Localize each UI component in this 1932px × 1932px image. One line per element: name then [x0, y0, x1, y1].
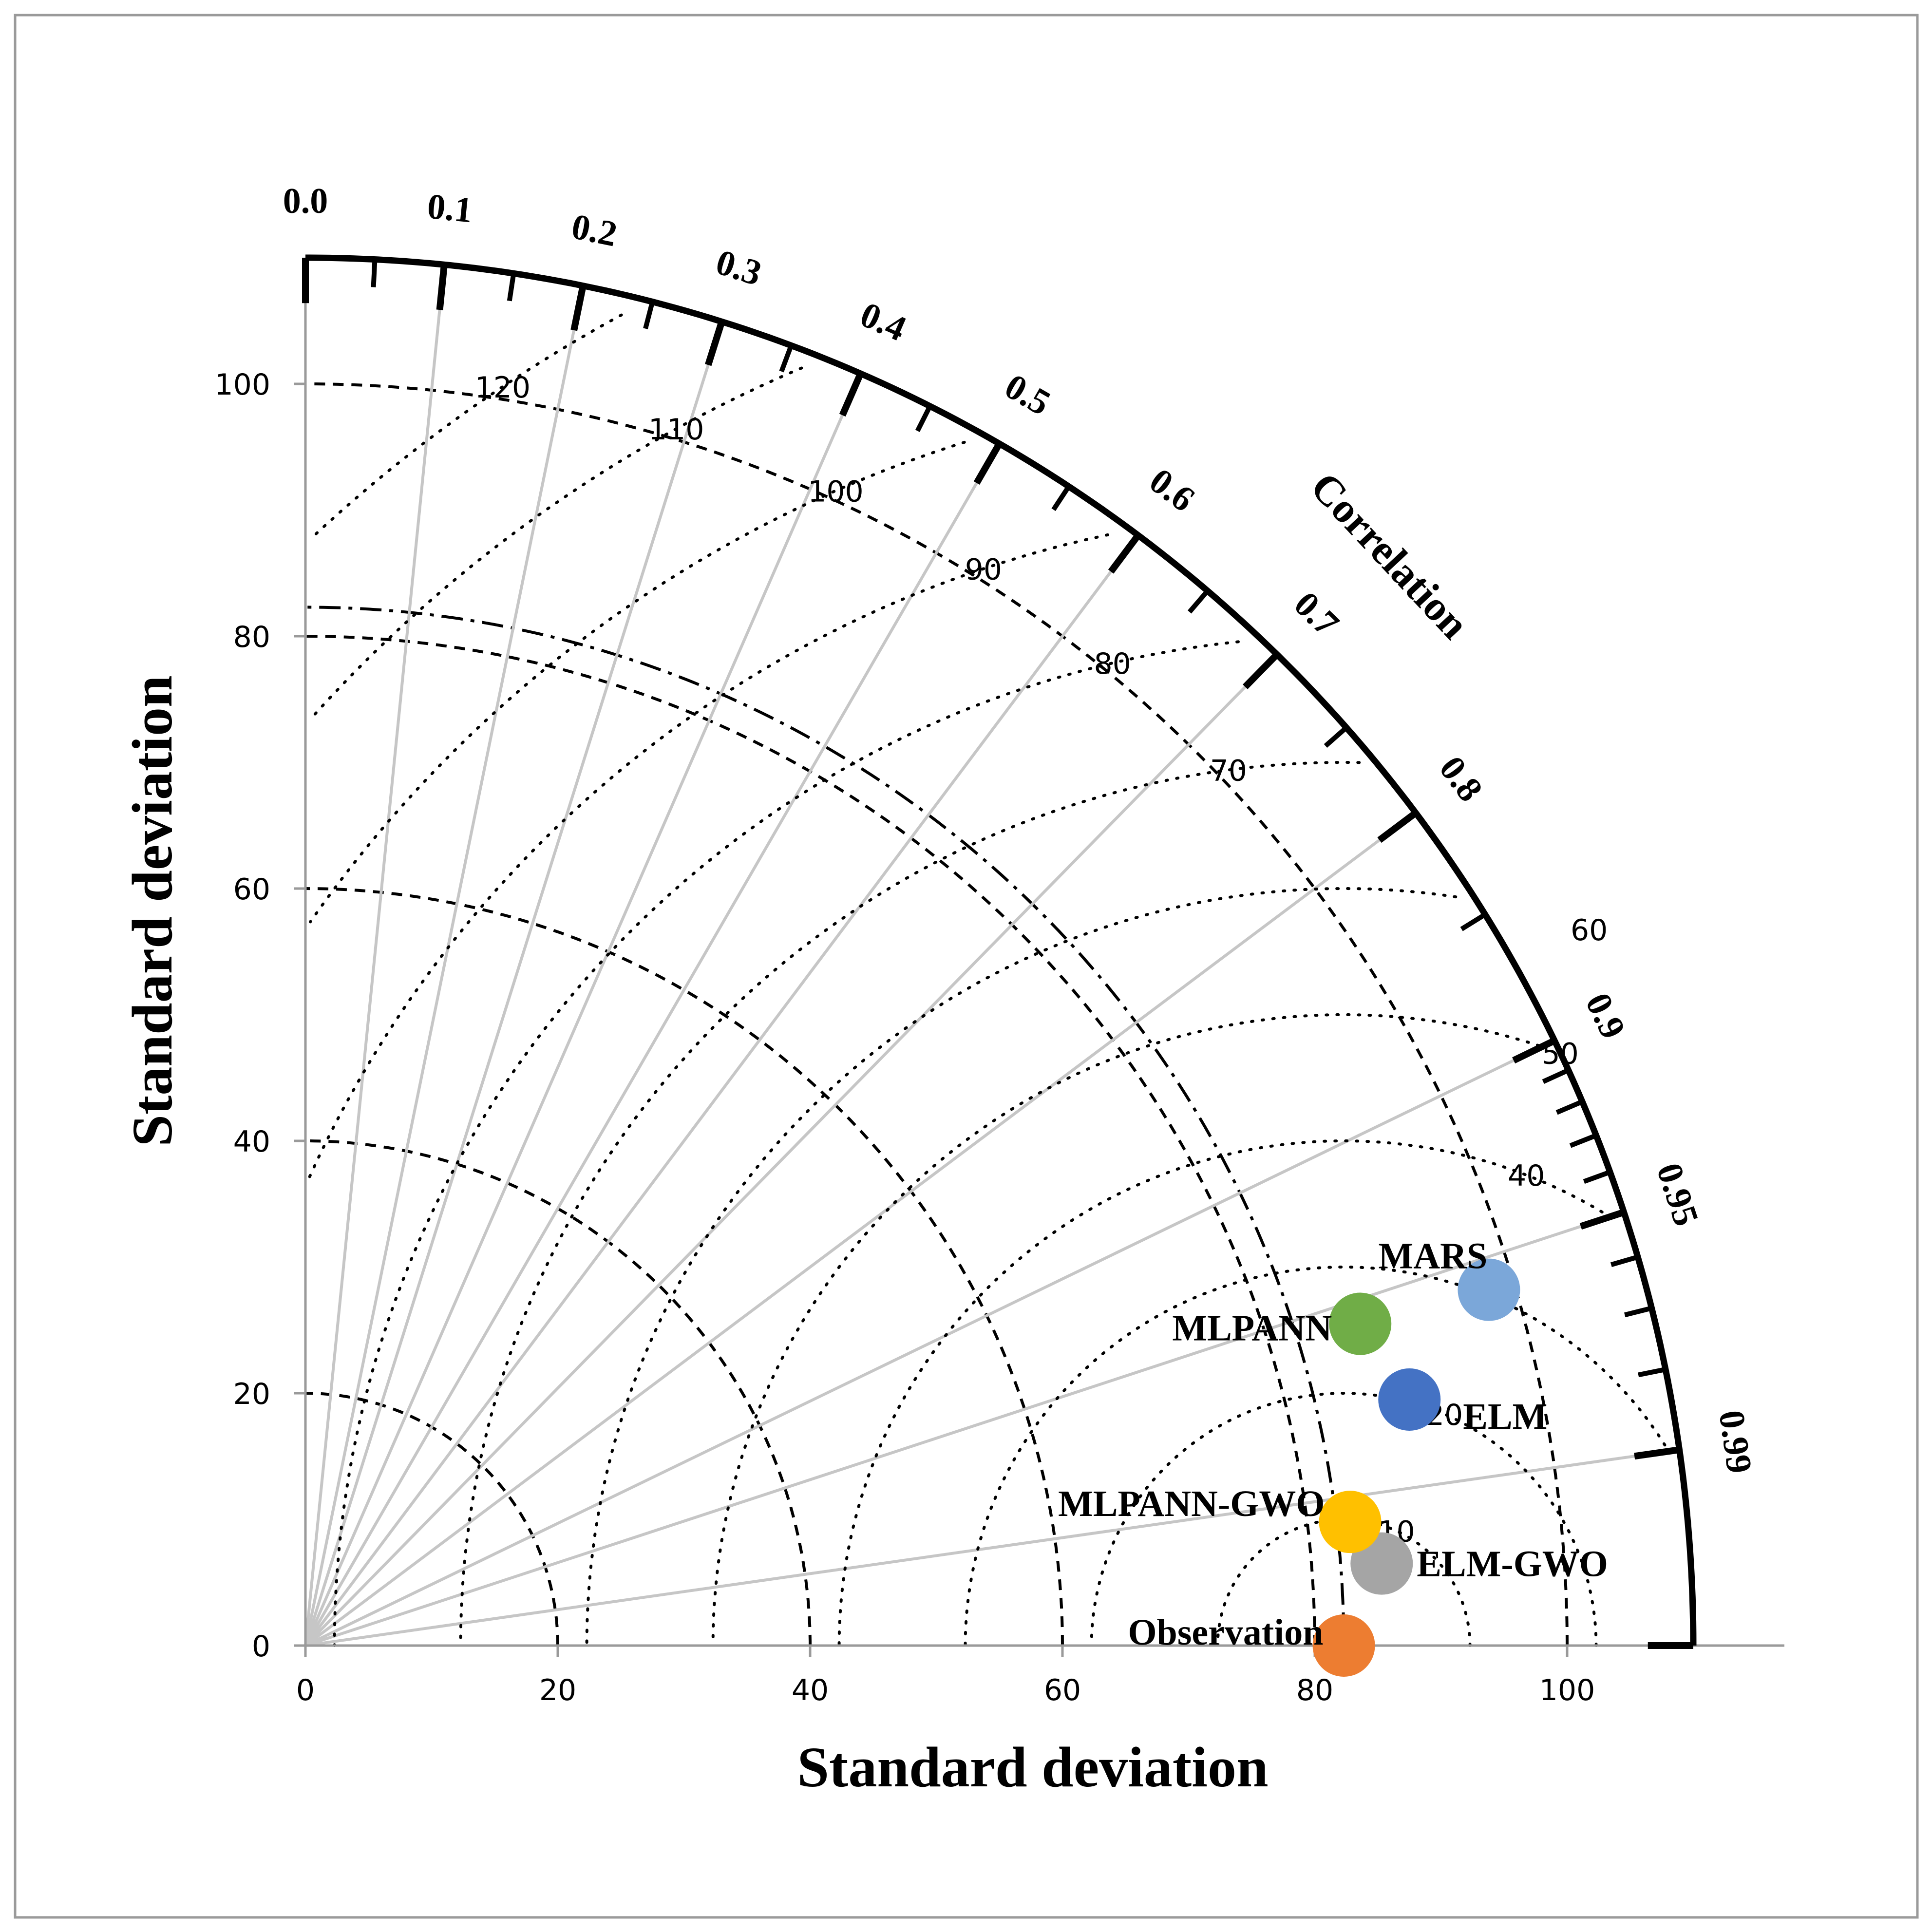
correlation-ray	[304, 443, 1001, 1647]
point-label-elm: ELM	[1463, 1396, 1547, 1437]
correlation-minor-tick	[1569, 1133, 1597, 1148]
correlation-minor-tick	[1555, 1099, 1584, 1115]
y-tick-label: 60	[233, 872, 270, 907]
y-tick-label: 40	[233, 1125, 270, 1159]
point-mars	[1458, 1258, 1520, 1321]
rmsd-contour	[585, 887, 1458, 1647]
correlation-ray	[305, 1448, 1680, 1647]
point-label-mlpann: MLPANN	[1172, 1308, 1332, 1349]
rmsd-contour-label: 100	[808, 474, 864, 509]
correlation-tick-label: 0.2	[568, 207, 621, 255]
correlation-tick-label: 0.99	[1711, 1408, 1759, 1476]
correlation-tick-label: 0.1	[425, 187, 474, 231]
correlation-major-tick	[1377, 810, 1418, 843]
rmsd-contour-label: 120	[475, 371, 531, 405]
rmsd-contour-label: 90	[965, 552, 1002, 587]
correlation-minor-tick	[779, 344, 794, 373]
correlation-minor-tick	[1188, 589, 1210, 614]
correlation-minor-tick	[1542, 1068, 1570, 1084]
std-circle	[305, 1392, 559, 1646]
rmsd-contour	[309, 313, 623, 540]
correlation-ray	[304, 534, 1139, 1647]
y-tick-label: 80	[233, 620, 270, 654]
correlation-minor-tick	[1610, 1254, 1639, 1268]
correlation-major-tick	[1634, 1446, 1680, 1460]
correlation-major-tick	[973, 442, 1003, 485]
rmsd-contour	[837, 1139, 1613, 1647]
point-mlpann	[1329, 1292, 1392, 1355]
correlation-major-tick	[1579, 1209, 1625, 1230]
correlation-ray	[304, 285, 585, 1646]
rmsd-contour	[1216, 1518, 1472, 1647]
correlation-major-tick	[570, 285, 587, 331]
correlation-ray	[304, 812, 1417, 1647]
point-label-mlpann-gwo: MLPANN-GWO	[1058, 1483, 1325, 1524]
std-circle	[305, 382, 1569, 1646]
correlation-arc-line	[305, 254, 1697, 1646]
grid-layer	[305, 382, 1569, 1646]
observation-std-arc	[305, 606, 1345, 1646]
correlation-minor-tick	[1324, 725, 1348, 748]
rmsd-contour	[1090, 1392, 1598, 1647]
correlation-minor-tick	[643, 301, 655, 329]
rmsd-contour-label: 40	[1508, 1159, 1545, 1193]
rmsd-contour-label: 80	[1094, 647, 1131, 681]
std-circle	[305, 635, 1316, 1646]
correlation-major-tick	[1108, 533, 1141, 574]
rmsd-contour	[305, 533, 1109, 1185]
point-mlpann-gwo	[1319, 1491, 1382, 1553]
correlation-minor-tick	[1460, 912, 1487, 931]
y-axis-title: Standard deviation	[120, 675, 184, 1146]
correlation-ray	[304, 264, 446, 1646]
correlation-minor-tick	[1624, 1306, 1652, 1318]
rmsd-contour	[311, 366, 803, 719]
axes-layer: 00 20 20 40 40 60 60 80 80 100 100	[214, 258, 1784, 1707]
x-axis-title: Standard deviation	[797, 1735, 1268, 1799]
correlation-ray	[305, 1211, 1625, 1647]
correlation-major-tick	[839, 372, 864, 417]
correlation-tick-label: 0.0	[283, 181, 328, 221]
correlation-minor-tick	[371, 259, 378, 287]
correlation-minor-tick	[915, 405, 932, 432]
rmsd-contour	[309, 440, 966, 924]
rmsd-contour-label: 110	[648, 413, 704, 447]
correlation-minor-tick	[507, 273, 516, 302]
point-label-elm-gwo: ELM-GWO	[1417, 1544, 1608, 1585]
x-tick-label: 100	[1539, 1673, 1595, 1707]
correlation-major-tick	[705, 321, 725, 366]
correlation-minor-tick	[1583, 1170, 1611, 1184]
rmsd-contour-label: 70	[1210, 754, 1247, 788]
data-points: Observation ELM-GWO MLPANN-GWO ELM MLPANN MAR…	[1058, 1236, 1608, 1677]
correlation-major-tick	[1243, 652, 1280, 689]
rmsd-contour	[964, 1266, 1667, 1647]
x-tick-label: 40	[792, 1673, 829, 1707]
correlation-ray	[304, 653, 1278, 1647]
y-tick-label: 0	[252, 1629, 270, 1664]
rmsd-contour-label: 60	[1571, 913, 1608, 947]
point-observation	[1312, 1614, 1375, 1677]
x-tick-label: 20	[539, 1673, 576, 1707]
rmsd-contour	[333, 640, 1240, 1647]
point-elm	[1378, 1368, 1441, 1431]
correlation-minor-tick	[1638, 1367, 1667, 1378]
correlation-minor-tick	[1051, 485, 1071, 511]
y-tick-label: 100	[214, 368, 270, 402]
std-circle	[305, 887, 1064, 1646]
correlation-ray	[304, 373, 862, 1647]
rmsd-contour	[459, 760, 1361, 1647]
std-circle	[305, 1139, 812, 1646]
correlation-major-tick	[436, 264, 448, 310]
y-tick-label: 20	[233, 1377, 270, 1411]
x-tick-label: 0	[296, 1673, 315, 1707]
correlation-ray	[304, 321, 723, 1646]
correlation-major-tick	[1512, 1037, 1556, 1064]
point-label-observation: Observation	[1128, 1612, 1323, 1653]
point-label-mars: MARS	[1379, 1236, 1488, 1277]
x-tick-label: 60	[1044, 1673, 1081, 1707]
x-tick-label: 80	[1296, 1673, 1333, 1707]
